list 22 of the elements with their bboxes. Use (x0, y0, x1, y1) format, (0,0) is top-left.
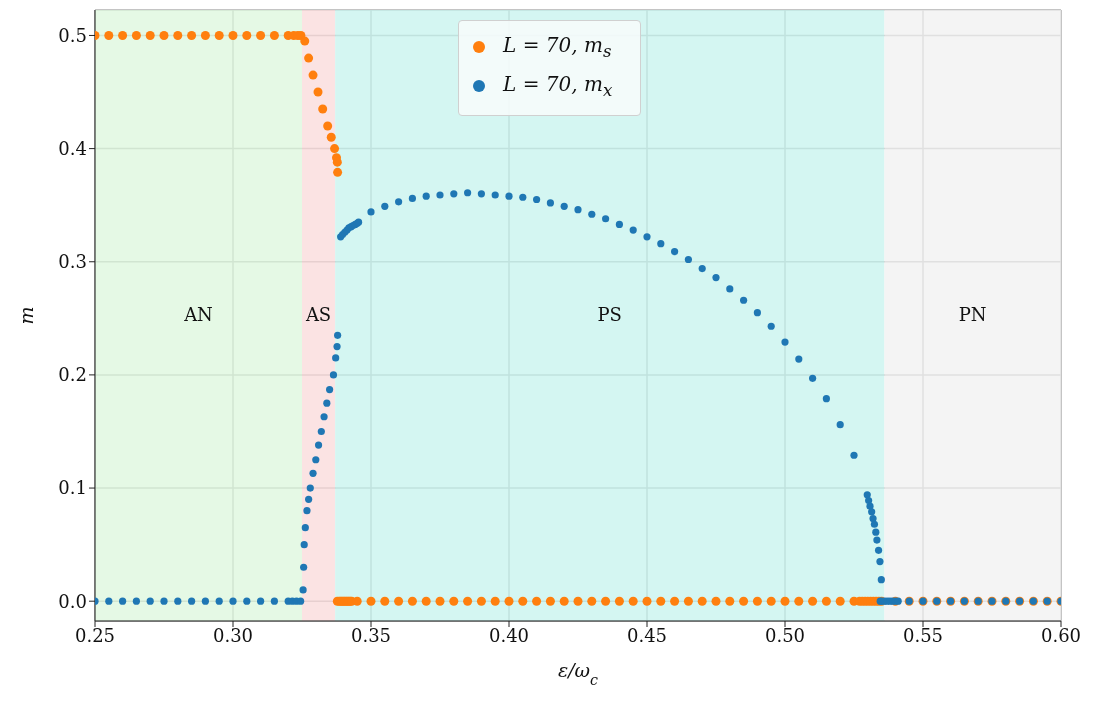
x-tick-label: 0.55 (902, 624, 944, 646)
x-axis-title: ε/ω$_{c}$ (557, 659, 599, 688)
x-tick-label: 0.60 (1040, 624, 1082, 646)
x-tick-label: 0.30 (212, 624, 254, 646)
y-tick-label: 0.4 (58, 138, 87, 159)
y-tick-label: 0.2 (58, 364, 87, 386)
legend-label: L = 70, m$_{x}$ (503, 72, 613, 100)
x-tick-label: 0.45 (626, 624, 668, 646)
x-tick-label: 0.35 (350, 624, 392, 646)
band-label: PN (958, 303, 987, 325)
y-axis-title: m (15, 306, 37, 325)
y-tick-label: 0.5 (58, 24, 87, 46)
band-label: AS (304, 303, 332, 325)
x-tick-label: 0.40 (488, 624, 530, 646)
band-label: AN (183, 303, 213, 325)
x-tick-label: 0.25 (74, 624, 116, 646)
x-tick-label: 0.50 (764, 624, 806, 646)
band-label: PS (597, 303, 622, 325)
legend-label: L = 70, m$_{s}$ (503, 33, 612, 61)
y-tick-label: 0.3 (58, 251, 87, 273)
y-tick-label: 0.1 (58, 477, 87, 499)
y-tick-label: 0.0 (58, 590, 87, 612)
